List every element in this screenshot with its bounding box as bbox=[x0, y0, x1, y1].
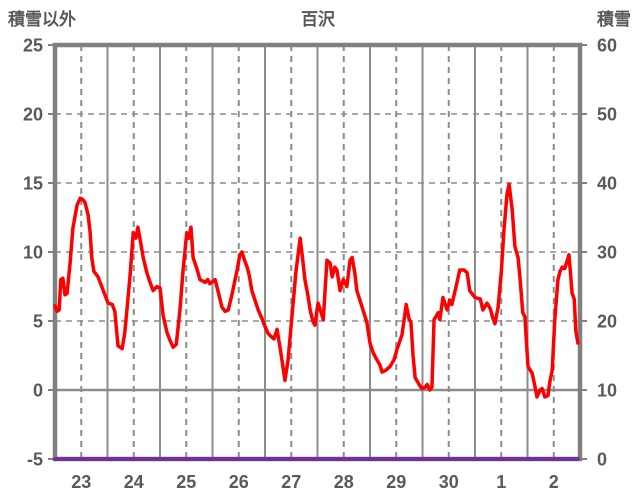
x-axis-tick-label: 26 bbox=[229, 472, 249, 492]
right-axis-tick-label: 50 bbox=[597, 105, 617, 125]
x-axis-tick-label: 25 bbox=[176, 472, 196, 492]
left-axis-tick-label: -5 bbox=[27, 450, 43, 470]
right-axis-tick-label: 40 bbox=[597, 174, 617, 194]
left-axis-title: 積雪以外 bbox=[8, 10, 76, 29]
left-axis-tick-label: 10 bbox=[23, 243, 43, 263]
series-temperature bbox=[53, 182, 580, 399]
left-axis-tick-label: 0 bbox=[33, 381, 43, 401]
x-axis-tick-label: 2 bbox=[549, 472, 559, 492]
x-axis-tick-label: 27 bbox=[281, 472, 301, 492]
x-axis-tick-label: 24 bbox=[124, 472, 144, 492]
x-axis-tick-label: 23 bbox=[71, 472, 91, 492]
right-axis-title: 積雪 bbox=[597, 10, 631, 29]
right-axis-tick-label: 60 bbox=[597, 36, 617, 56]
x-axis-tick-label: 30 bbox=[439, 472, 459, 492]
right-axis-tick-label: 20 bbox=[597, 312, 617, 332]
left-axis-tick-label: 15 bbox=[23, 174, 43, 194]
x-axis-tick-label: 1 bbox=[496, 472, 506, 492]
x-axis-tick-label: 28 bbox=[334, 472, 354, 492]
left-axis-tick-label: 5 bbox=[33, 312, 43, 332]
left-axis-tick-label: 25 bbox=[23, 36, 43, 56]
x-axis-tick-label: 29 bbox=[386, 472, 406, 492]
chart-title: 百沢 bbox=[301, 10, 335, 29]
right-axis-tick-label: 10 bbox=[597, 381, 617, 401]
right-axis-tick-label: 0 bbox=[597, 450, 607, 470]
left-axis-tick-label: 20 bbox=[23, 105, 43, 125]
right-axis-tick-label: 30 bbox=[597, 243, 617, 263]
